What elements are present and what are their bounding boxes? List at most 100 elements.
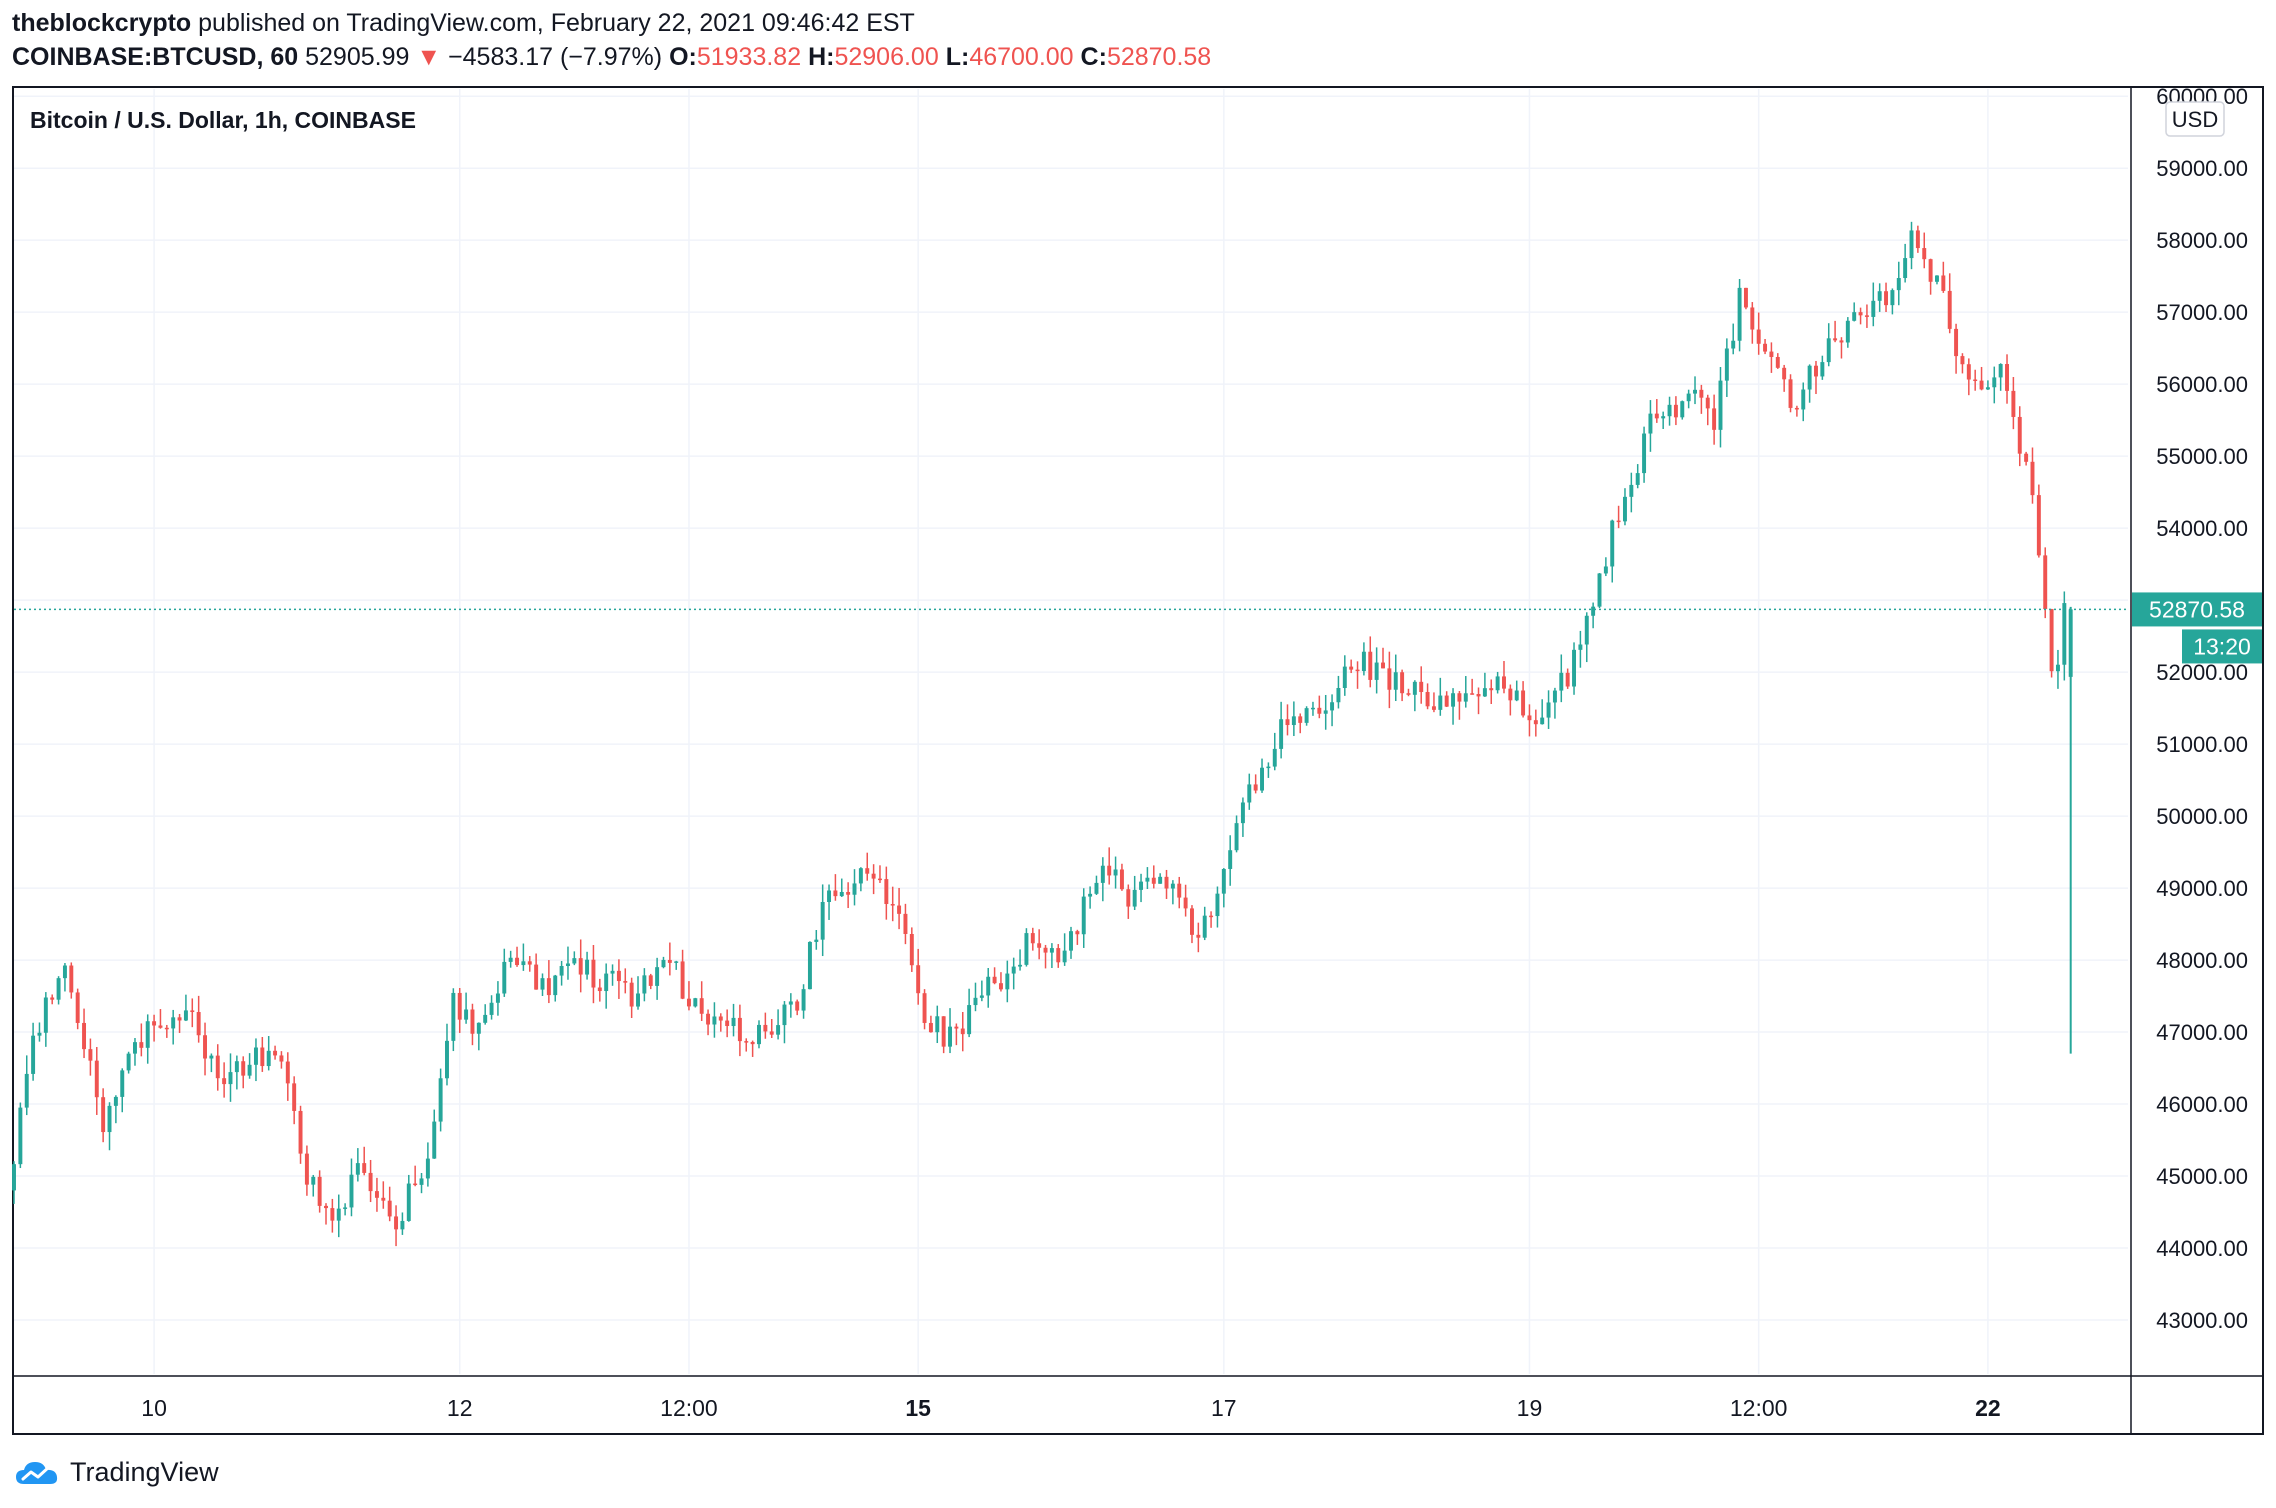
candle-body [1731, 340, 1736, 349]
publisher-name[interactable]: theblockcrypto [12, 9, 192, 37]
candle-body [1145, 877, 1150, 882]
candle-body [451, 992, 456, 1041]
candle-body [336, 1208, 341, 1221]
candle-body [489, 1002, 494, 1015]
candle-body [1419, 681, 1424, 693]
candle-body [1088, 893, 1093, 897]
candle-body [674, 961, 679, 963]
candle-body [317, 1176, 322, 1206]
candle-body [18, 1107, 23, 1165]
tradingview-brand[interactable]: TradingView [14, 1452, 219, 1492]
currency-button[interactable]: USD [2165, 101, 2225, 137]
candle-body [2062, 603, 2067, 665]
candle-body [1966, 364, 1971, 380]
candle-body [878, 878, 882, 881]
candle-body [1126, 889, 1131, 907]
candle-body [839, 891, 844, 897]
candle-body [1317, 707, 1322, 714]
candle-body [43, 997, 48, 1033]
y-tick-label: 48000.00 [2156, 948, 2248, 973]
close-value: 52870.58 [1106, 43, 1212, 71]
candle-body [948, 1026, 952, 1047]
candle-body [1400, 672, 1405, 694]
candle-body [37, 1032, 42, 1036]
candle-body [406, 1183, 411, 1221]
chart-title: Bitcoin / U.S. Dollar, 1h, COINBASE [30, 107, 416, 133]
candle-body [1005, 973, 1010, 990]
candle-body [1368, 651, 1373, 680]
candle-body [1616, 520, 1621, 523]
low-label: L: [945, 43, 970, 71]
candle-body [967, 1005, 972, 1035]
candle-body [1470, 693, 1475, 695]
candle-body [126, 1053, 131, 1071]
ohlc-legend: COINBASE:BTCUSD, 60 52905.99 ▼ −4583.17 … [12, 42, 1211, 72]
candle-body [986, 976, 991, 996]
candle-body [273, 1050, 278, 1056]
candle-body [24, 1073, 29, 1108]
x-tick-label: 12 [447, 1395, 473, 1421]
candle-body [1228, 850, 1233, 869]
candle-body [1132, 889, 1137, 907]
candle-body [1190, 908, 1194, 935]
candle-body [1209, 915, 1214, 918]
candle-body [425, 1158, 430, 1179]
candle-body [1463, 693, 1468, 702]
candle-body [1202, 915, 1207, 938]
candle-body [903, 913, 908, 934]
candle-body [1769, 351, 1774, 357]
x-tick-label: 17 [1211, 1395, 1237, 1421]
candle-body [476, 1022, 481, 1034]
candle-body [712, 1016, 717, 1025]
candle-body [1151, 877, 1156, 884]
candle-body [1170, 883, 1175, 889]
candle-body [374, 1191, 379, 1198]
candle-body [432, 1121, 437, 1159]
candle-body [1387, 668, 1392, 690]
candle-body [1922, 248, 1927, 260]
candle-body [597, 987, 602, 992]
candle-body [228, 1072, 233, 1085]
currency-label: USD [2172, 107, 2218, 132]
candle-body [1011, 966, 1016, 974]
candle-body [833, 890, 838, 897]
candle-body [973, 997, 978, 1006]
countdown-label: 13:20 [2193, 633, 2251, 659]
candle-body [1100, 865, 1105, 883]
candle-body [1743, 287, 1748, 308]
countdown-badge: 13:20 [2182, 629, 2262, 664]
candle-body [960, 1028, 965, 1035]
candle-body [1871, 300, 1876, 317]
candle-body [1330, 702, 1335, 711]
candle-body [827, 890, 832, 903]
price-axis: 60000.0059000.0058000.0057000.0056000.00… [2156, 84, 2248, 1333]
open-value: 51933.82 [696, 43, 802, 71]
candle-body [362, 1163, 367, 1173]
symbol-label: COINBASE:BTCUSD, 60 [12, 43, 299, 71]
candle-body [1686, 393, 1691, 402]
candle-body [1858, 312, 1863, 316]
candle-body [1381, 662, 1385, 669]
candle-body [502, 961, 507, 994]
candle-body [928, 1022, 933, 1033]
candle-body [1648, 413, 1653, 434]
candle-body [1941, 275, 1946, 291]
candle-body [1820, 362, 1825, 377]
candle-body [1559, 672, 1564, 691]
publish-text: published on TradingView.com, February 2… [191, 9, 915, 37]
candle-body [1788, 379, 1793, 408]
candle-body [2049, 609, 2054, 672]
brand-name: TradingView [70, 1456, 219, 1487]
candle-body [1845, 320, 1850, 343]
candle-body [1240, 802, 1245, 824]
candle-body [1992, 377, 1997, 388]
candle-body [75, 992, 80, 1023]
candle-body [1546, 702, 1551, 718]
candle-body [1864, 315, 1869, 317]
last-price-badge[interactable]: 52870.58 [2132, 592, 2262, 627]
y-tick-label: 52000.00 [2156, 660, 2248, 685]
candle-body [438, 1078, 443, 1122]
change-value: −4583.17 (−7.97%) [448, 43, 663, 71]
candle-body [304, 1153, 309, 1185]
